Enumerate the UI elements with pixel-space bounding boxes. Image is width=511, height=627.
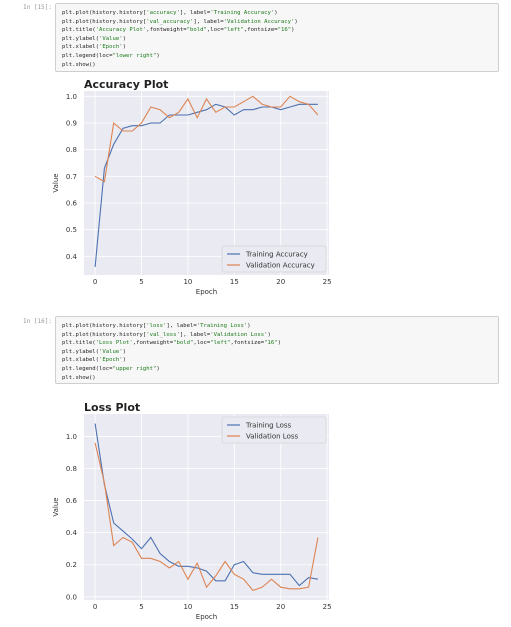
code-editor[interactable]: plt.plot(history.history['accuracy'], la… — [62, 9, 492, 69]
code-line: plt.legend(loc="lower right") — [62, 52, 160, 59]
cell-prompt: In [16]: — [23, 318, 52, 325]
code-cell[interactable]: plt.plot(history.history['accuracy'], la… — [55, 3, 499, 72]
legend-label: Training Accuracy — [245, 251, 308, 259]
accuracy-chart: 0 5 10 15 20 25 0.4 0.5 0.6 0.7 0.8 0.9 1.0 Accuracy … — [52, 78, 332, 296]
y-tick-label: 1.0 — [66, 93, 77, 101]
x-tick-label: 15 — [230, 603, 239, 611]
code-line: plt.ylabel('Value') — [62, 35, 126, 42]
code-line: plt.title('Loss Plot',fontweight="bold",… — [62, 340, 281, 347]
code-line: plt.plot(history.history['loss'], label=… — [62, 323, 251, 329]
code-line: plt.ylabel('Value') — [62, 348, 126, 355]
code-line: plt.plot(history.history['val_accuracy']… — [62, 18, 298, 25]
code-line: plt.plot(history.history['accuracy'], la… — [62, 10, 278, 16]
series-line — [94, 442, 319, 592]
y-tick-label: 0.0 — [66, 593, 77, 601]
x-tick-label: 0 — [93, 603, 97, 611]
series-line — [94, 423, 318, 587]
y-tick-label: 0.6 — [66, 200, 78, 208]
x-tick-label: 10 — [183, 603, 192, 611]
chart-title: Accuracy Plot — [84, 78, 168, 91]
x-tick-label: 15 — [230, 278, 239, 286]
code-editor[interactable]: plt.plot(history.history['loss'], label=… — [62, 322, 492, 382]
y-tick-label: 0.4 — [66, 253, 78, 261]
code-line: plt.legend(loc="upper right") — [62, 365, 160, 372]
x-tick-label: 10 — [183, 278, 192, 286]
y-tick-label: 0.8 — [66, 146, 77, 154]
cell-prompt: In [15]: — [23, 4, 52, 11]
chart-title: Loss Plot — [84, 401, 140, 414]
legend-box — [221, 245, 327, 273]
x-tick-label: 5 — [139, 603, 143, 611]
y-tick-label: 1.0 — [66, 433, 77, 441]
series-line — [94, 103, 318, 268]
x-axis-label: Epoch — [196, 613, 217, 621]
legend-label: Validation Accuracy — [246, 262, 315, 270]
y-tick-label: 0.4 — [66, 529, 78, 537]
y-tick-label: 0.6 — [66, 497, 78, 505]
code-line: plt.title('Accuracy Plot',fontweight="bo… — [62, 27, 295, 34]
y-axis-label: Value — [52, 173, 60, 192]
code-line: plt.show() — [62, 374, 96, 381]
x-tick-label: 25 — [323, 603, 332, 611]
y-tick-label: 0.5 — [66, 226, 77, 234]
code-cell[interactable]: plt.plot(history.history['loss'], label=… — [55, 316, 499, 384]
series-line — [94, 95, 319, 183]
code-line: plt.xlabel('Epoch') — [62, 357, 126, 364]
x-tick-label: 5 — [139, 278, 143, 286]
plot-area — [84, 414, 329, 600]
x-tick-label: 0 — [93, 278, 97, 286]
code-line: plt.plot(history.history['val_loss'], la… — [62, 331, 271, 338]
plot-area — [84, 91, 329, 275]
y-tick-label: 0.2 — [66, 561, 77, 569]
x-axis-label: Epoch — [196, 288, 217, 296]
y-axis-label: Value — [52, 497, 60, 516]
legend-box — [221, 416, 327, 444]
y-tick-label: 0.8 — [66, 465, 77, 473]
legend-label: Training Loss — [245, 422, 292, 430]
legend-label: Validation Loss — [246, 433, 298, 441]
x-tick-label: 25 — [323, 278, 332, 286]
code-line: plt.xlabel('Epoch') — [62, 44, 126, 51]
x-tick-label: 20 — [276, 278, 285, 286]
code-line: plt.show() — [62, 61, 96, 68]
loss-chart: 0 5 10 15 20 25 0.0 0.2 0.4 0.6 0.8 1.0 Loss Plot Epo… — [52, 401, 332, 621]
x-tick-label: 20 — [276, 603, 285, 611]
y-tick-label: 0.9 — [66, 120, 77, 128]
y-tick-label: 0.7 — [66, 173, 77, 181]
